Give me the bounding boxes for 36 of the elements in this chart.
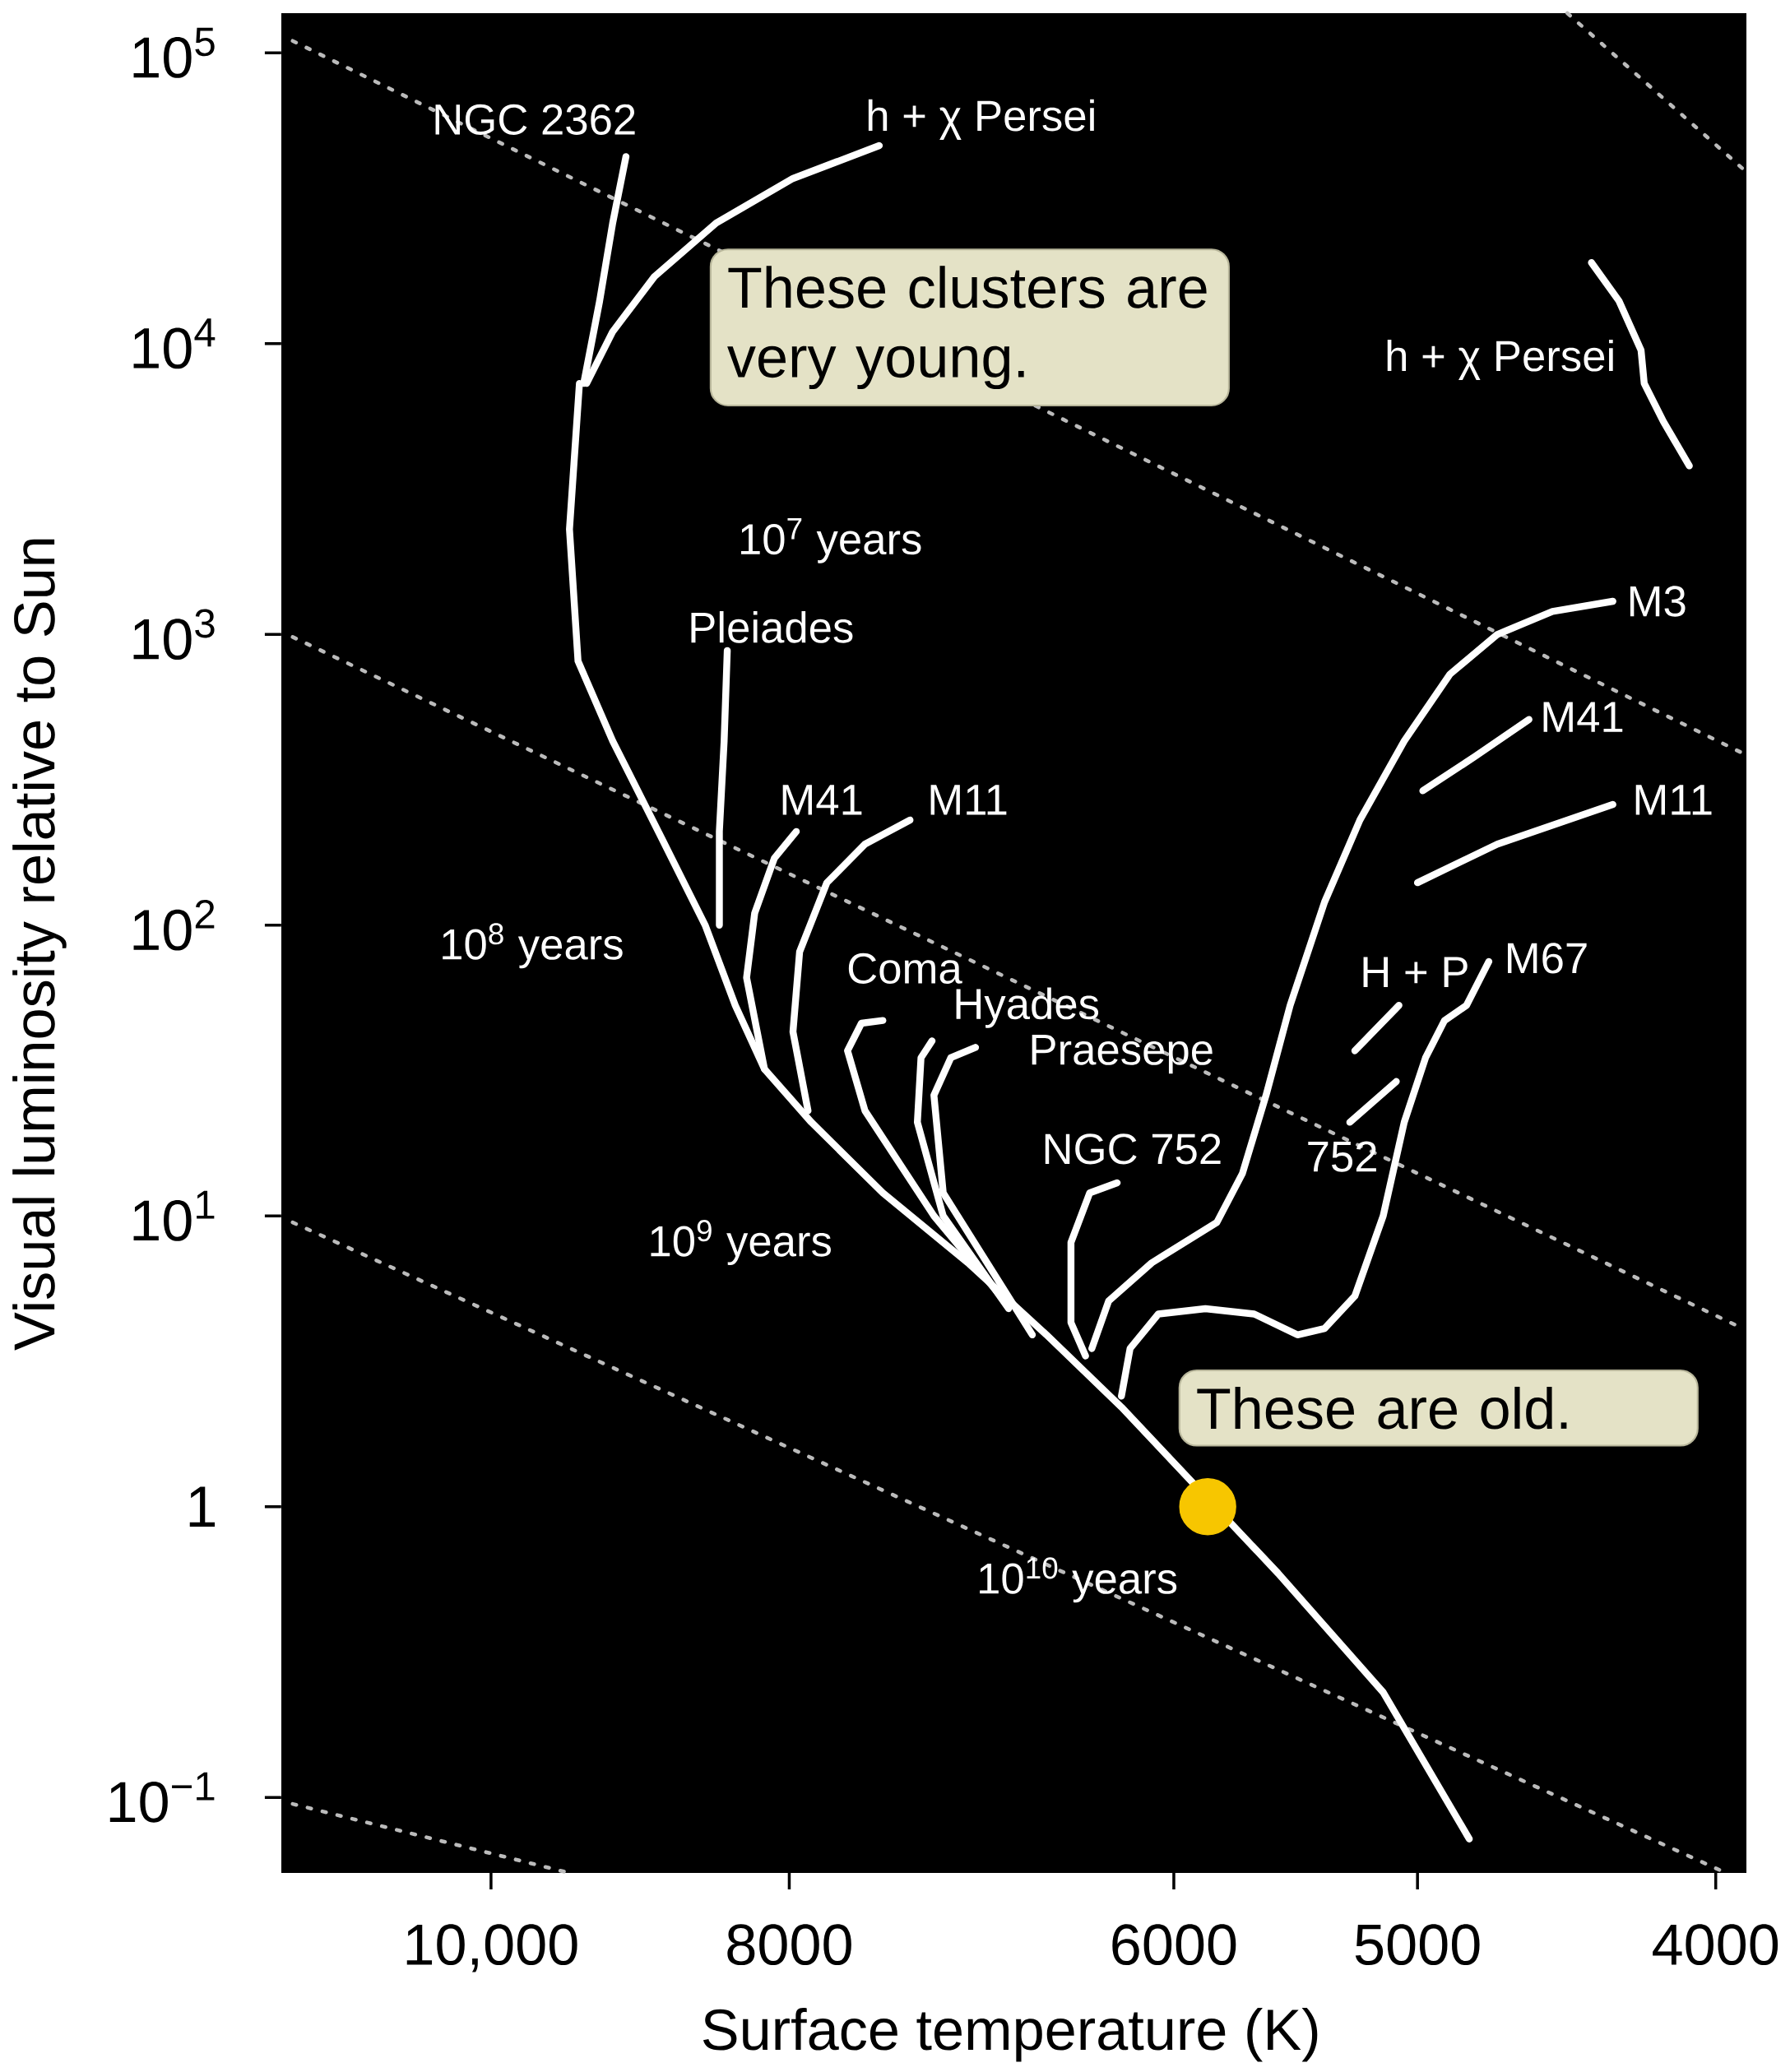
x-tick-label: 8000 [727, 1924, 851, 1966]
annotation: M41 [1543, 702, 1623, 732]
annotation: Hyades [956, 987, 1099, 1028]
annotation: 10$^{9}$ years [651, 1220, 832, 1266]
annotation: M3 [1630, 586, 1686, 617]
annotation: H + P [1363, 957, 1468, 987]
annotation: 752 [1308, 1141, 1377, 1172]
y-tick-label: 10$^{4}$ [133, 318, 216, 369]
y-tick-label: 10$^{−1}$ [109, 1772, 215, 1823]
annotation: h + χ Persei [1387, 339, 1613, 380]
annotation: 10$^{7}$ years [741, 518, 921, 563]
annotation: M41 [782, 785, 862, 815]
annotation: Praesepe [1032, 1035, 1213, 1074]
y-tick-label: 1 [189, 1486, 216, 1527]
annotation: M67 [1508, 943, 1587, 974]
y-tick-label: 10$^{3}$ [133, 609, 215, 661]
y-tick-label: 10$^{5}$ [133, 27, 215, 78]
y-tick-label: 10$^{2}$ [133, 899, 215, 951]
x-tick-label: 6000 [1112, 1924, 1236, 1966]
x-tick-label: 4000 [1653, 1924, 1778, 1966]
annotation: NGC 2362 [435, 104, 635, 135]
annotation: M11 [1635, 785, 1712, 815]
x-axis-title: Surface temperature (K) [703, 2007, 1318, 2062]
annotation: M11 [930, 785, 1007, 815]
y-tick-label: 10$^{1}$ [133, 1190, 215, 1241]
annotation: 10$^{10}$ years [980, 1557, 1177, 1603]
annotation: Pleiades [691, 610, 853, 643]
x-tick-label: 5000 [1355, 1924, 1480, 1966]
annotation: h + χ Persei [869, 99, 1094, 140]
annotation: 10$^{8}$ years [443, 923, 623, 969]
y-axis-title: Visual luminosity relative to Sun [12, 539, 67, 1351]
annotation: These are old. [1197, 1386, 1567, 1430]
annotation: These clusters are very young. [727, 266, 1207, 390]
annotation: Coma [848, 953, 962, 985]
annotation: NGC 752 [1045, 1133, 1221, 1165]
x-tick-label: 10,000 [406, 1924, 577, 1972]
